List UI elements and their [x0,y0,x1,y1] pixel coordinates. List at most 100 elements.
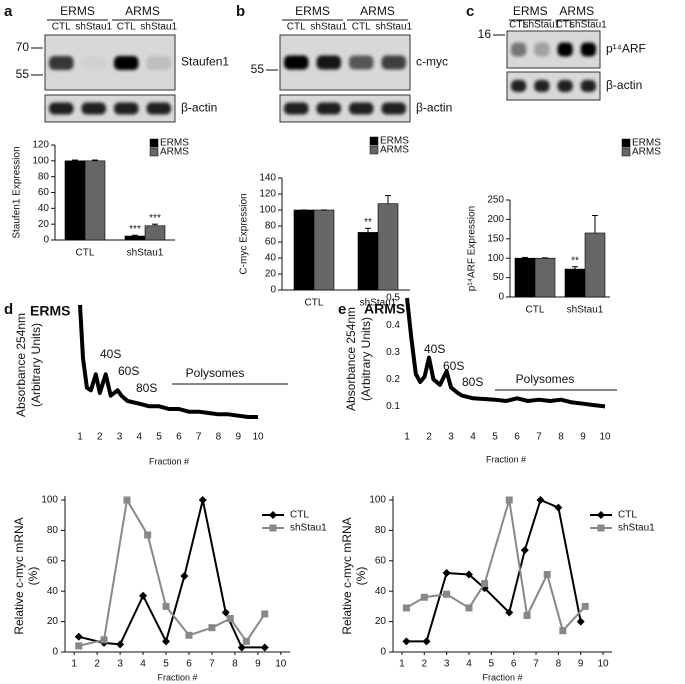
significance: ** [364,217,372,228]
bar [64,160,86,241]
y-tick-label: 0.5 [386,293,400,304]
x-tick-label: 6 [186,659,192,670]
size-marker: 70 [16,40,30,54]
x-tick-label: 2 [94,659,100,670]
lane-label: shStau1 [524,20,561,31]
annotation: 60S [118,364,139,378]
band [381,55,406,70]
point [74,632,83,641]
bar [84,160,106,241]
point [123,496,131,504]
annotation: 80S [136,381,157,395]
point [75,642,83,650]
panel-label: e [338,301,346,318]
y-axis-label: (Arbitrary Units) [359,317,373,401]
bar [313,209,335,291]
significance: ** [571,255,579,266]
x-tick-label: 8 [232,659,238,670]
point [465,604,473,612]
point [237,643,246,652]
y-axis-label: (%) [354,567,368,586]
point [523,612,531,620]
band [114,102,139,115]
x-tick-label: CTL [526,305,545,316]
point [420,593,428,601]
lane-label: shStau1 [140,22,177,33]
point [442,568,451,577]
lane-label: CTL [287,22,306,33]
point [139,591,148,600]
group-label: ERMS [60,4,95,18]
bar [564,268,586,298]
lane-label: shStau1 [570,20,607,31]
legend-swatch [369,136,379,146]
band [82,56,107,70]
legend-marker [269,524,277,532]
y-axis-label: Absorbance 254nm [14,313,28,417]
protein-label: c-myc [416,55,448,69]
x-tick-label: 10 [252,432,264,443]
point [402,637,411,646]
protein-label: β-actin [416,101,452,115]
band [81,102,106,115]
x-tick-label: 3 [117,432,123,443]
band [557,80,573,92]
lane-label: CTL [352,22,371,33]
legend-marker [597,524,605,532]
band [284,55,309,70]
x-tick-label: 8 [558,432,564,443]
legend-swatch [621,147,631,157]
x-tick-label: 4 [140,659,146,670]
y-tick-label: 100 [487,253,504,264]
x-tick-label: 6 [514,432,520,443]
x-tick-label: 4 [466,659,472,670]
y-tick-label: 200 [487,214,504,225]
point [559,627,567,635]
point [144,531,152,539]
lane-label: CTL [52,22,71,33]
y-tick-label: 80 [47,525,59,536]
y-axis-label: (Arbitrary Units) [29,323,43,407]
point [260,643,269,652]
point [242,637,250,645]
band [557,42,573,57]
band [49,102,74,115]
legend-swatch [369,145,379,155]
point [554,503,563,512]
band [284,102,309,115]
y-tick-label: 120 [32,140,49,151]
profile-title: ARMS [364,301,405,317]
size-marker: 16 [478,27,492,41]
bar [124,235,146,241]
x-tick-label: 4 [470,432,476,443]
y-tick-label: 100 [369,495,386,506]
group-label: ARMS [559,4,594,18]
x-axis-label: Fraction # [157,672,197,682]
band [511,80,527,92]
point [505,608,514,617]
line [405,297,606,409]
x-tick-label: 3 [448,432,454,443]
legend-label: shStau1 [618,523,655,534]
y-tick-label: 0.4 [386,320,400,331]
band [381,102,406,115]
y-axis-label: p¹⁴ARF Expression [467,206,478,291]
point [443,590,451,598]
x-tick-label: 5 [163,659,169,670]
line [78,499,266,647]
band [316,102,341,115]
legend-label: ARMS [380,145,409,156]
point [536,496,545,504]
y-tick-label: 60 [375,555,387,566]
band [49,56,74,70]
y-tick-label: 100 [41,495,58,506]
legend-swatch [621,138,631,148]
x-tick-label: 9 [578,659,584,670]
y-tick-label: 50 [493,272,505,283]
x-tick-label: 6 [511,659,517,670]
lane-label: shStau1 [75,22,112,33]
y-axis-label: (%) [26,567,40,586]
bar [377,203,399,291]
point [464,570,473,579]
